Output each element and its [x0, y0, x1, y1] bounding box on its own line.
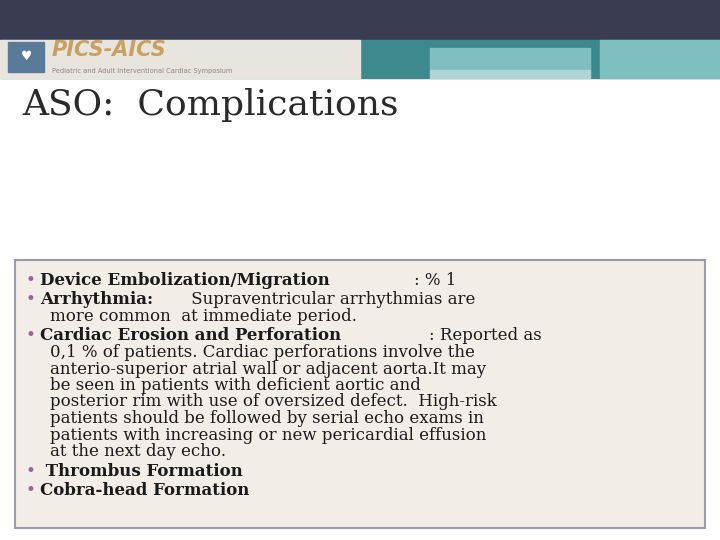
Text: Pediatric and Adult Interventional Cardiac Symposium: Pediatric and Adult Interventional Cardi… [52, 68, 233, 74]
Text: anterio-superior atrial wall or adjacent aorta.It may: anterio-superior atrial wall or adjacent… [50, 361, 486, 377]
Text: be seen in patients with deficient aortic and: be seen in patients with deficient aorti… [50, 377, 420, 394]
Text: PICS-AICS: PICS-AICS [52, 40, 167, 60]
Text: Supraventricular arrhythmias are: Supraventricular arrhythmias are [186, 292, 475, 308]
Bar [0, 40, 720, 78]
Text: •: • [25, 272, 35, 289]
Text: more common  at immediate period.: more common at immediate period. [50, 308, 357, 325]
Text: : Reported as: : Reported as [428, 327, 541, 345]
Text: •: • [25, 292, 35, 308]
Text: •: • [25, 462, 35, 480]
Text: ♥: ♥ [20, 50, 32, 63]
Bar [0, 0, 720, 40]
Bar [8, 42, 44, 72]
Text: patients should be followed by serial echo exams in: patients should be followed by serial ec… [50, 410, 484, 427]
Text: Thrombus Formation: Thrombus Formation [40, 462, 243, 480]
Text: •: • [25, 482, 35, 499]
Bar [430, 70, 590, 78]
Text: Cardiac Erosion and Perforation: Cardiac Erosion and Perforation [40, 327, 341, 345]
Text: Arrhythmia:: Arrhythmia: [40, 292, 153, 308]
Text: •: • [25, 327, 35, 345]
Text: Cobra-head Formation: Cobra-head Formation [40, 482, 249, 499]
Text: Device Embolization/Migration: Device Embolization/Migration [40, 272, 330, 289]
Bar [600, 40, 720, 78]
Text: : % 1: : % 1 [414, 272, 456, 289]
Text: posterior rim with use of oversized defect.  High-risk: posterior rim with use of oversized defe… [50, 394, 497, 410]
Text: ASO:  Complications: ASO: Complications [22, 88, 398, 122]
Text: at the next day echo.: at the next day echo. [50, 443, 226, 460]
Text: 0,1 % of patients. Cardiac perforations involve the: 0,1 % of patients. Cardiac perforations … [50, 344, 475, 361]
Text: patients with increasing or new pericardial effusion: patients with increasing or new pericard… [50, 427, 487, 443]
FancyBboxPatch shape [15, 260, 705, 528]
Bar [430, 48, 590, 70]
Bar [0, 40, 360, 78]
